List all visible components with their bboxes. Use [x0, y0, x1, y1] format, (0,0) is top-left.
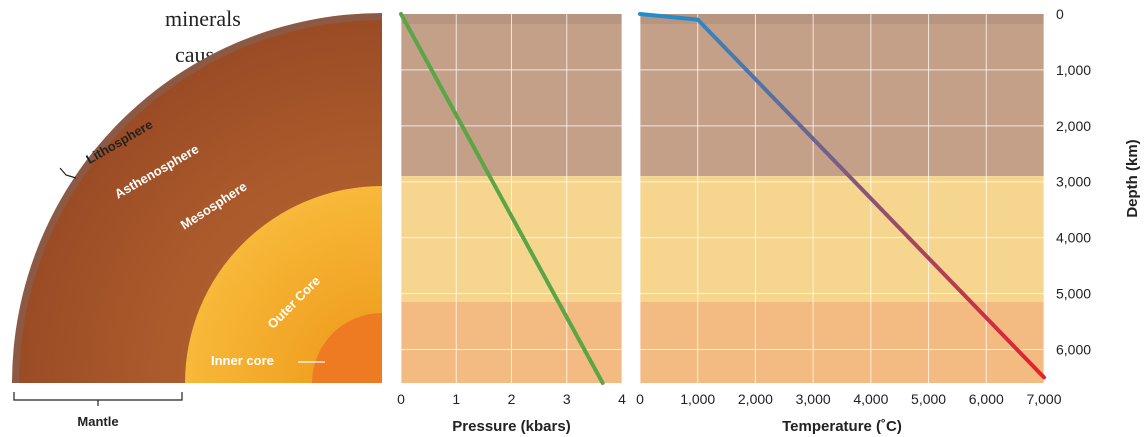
pressure-x-tick-label: 1: [452, 391, 460, 407]
temperature-x-tick-label: 7,000: [1026, 391, 1061, 407]
temperature-x-tick-label: 2,000: [738, 391, 773, 407]
temperature-x-tick-label: 4,000: [853, 391, 888, 407]
pressure-x-tick-label: 2: [508, 391, 516, 407]
lithosphere-bracket: [59, 167, 77, 179]
temperature-y-axis-label: Depth (km): [1124, 139, 1141, 217]
pressure-x-axis-label: Pressure (kbars): [452, 418, 570, 435]
temperature-y-tick-label: 2,000: [1056, 118, 1091, 134]
inner-core-layer: [312, 313, 382, 383]
pressure-x-tick-label: 4: [618, 391, 626, 407]
temperature-x-tick-label: 1,000: [680, 391, 715, 407]
temperature-x-tick-label: 6,000: [969, 391, 1004, 407]
temperature-y-tick-label: 1,000: [1056, 62, 1091, 78]
temperature-x-axis-label: Temperature (˚C): [782, 418, 902, 435]
mantle-bracket: [13, 392, 183, 401]
temperature-y-tick-label: 6,000: [1056, 341, 1091, 357]
temperature-x-tick-label: 3,000: [796, 391, 831, 407]
mantle-label: Mantle: [77, 414, 118, 429]
earth-cross-section: Lithosphere Asthenosphere Mesosphere Out…: [12, 13, 382, 429]
temperature-x-tick-label: 0: [636, 391, 644, 407]
temperature-chart: 0 1,000 2,000 3,000 4,000 5,000 6,000 7,000 Temp…: [636, 6, 1141, 435]
temperature-y-tick-label: 4,000: [1056, 230, 1091, 246]
temperature-crust-band: [640, 14, 1044, 24]
pressure-x-tick-label: 3: [563, 391, 571, 407]
body-text-line-1: minerals: [165, 6, 241, 31]
temperature-band-mantle: [640, 14, 1044, 177]
temperature-y-tick-label: 3,000: [1056, 174, 1091, 190]
inner-core-label: Inner core: [211, 353, 274, 368]
temperature-y-tick-label: 0: [1056, 6, 1064, 22]
pressure-x-tick-label: 0: [397, 391, 405, 407]
temperature-y-tick-label: 5,000: [1056, 286, 1091, 302]
pressure-chart: 0 1 2 3 4 Pressure (kbars): [397, 12, 626, 435]
temperature-band-inner-core: [640, 301, 1044, 383]
temperature-series-line: [638, 12, 1046, 380]
pressure-series-line: [399, 12, 605, 385]
temperature-band-outer-core: [640, 176, 1044, 302]
temperature-x-tick-label: 5,000: [911, 391, 946, 407]
